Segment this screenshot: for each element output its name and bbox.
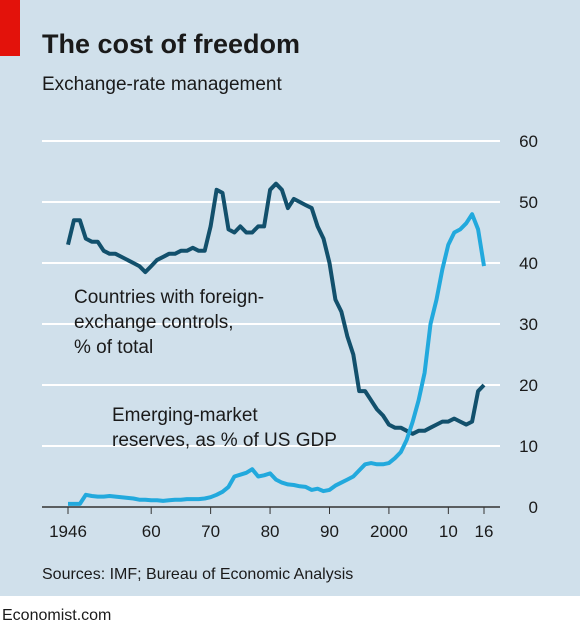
y-tick-label: 20 [519, 376, 538, 395]
footer: Economist.com [2, 607, 111, 624]
y-tick-label: 30 [519, 315, 538, 334]
y-tick-label: 50 [519, 193, 538, 212]
annotation: reserves, as % of US GDP [112, 430, 337, 451]
annotation: Countries with foreign- [74, 287, 264, 308]
series-line [68, 212, 486, 506]
x-tick-label: 70 [201, 522, 220, 541]
chart-title: The cost of freedom [42, 29, 300, 59]
annotation: Emerging-market [112, 405, 258, 426]
x-tick-label: 10 [439, 522, 458, 541]
x-tick-label: 60 [142, 522, 161, 541]
series-line [66, 181, 486, 436]
y-tick-label: 0 [529, 498, 538, 517]
x-tick-label: 16 [475, 522, 494, 541]
y-tick-label: 40 [519, 254, 538, 273]
y-tick-label: 60 [519, 132, 538, 151]
annotation: exchange controls, [74, 312, 234, 333]
chart-subtitle: Exchange-rate management [42, 74, 282, 95]
x-tick-label: 90 [320, 522, 339, 541]
red-tag [0, 0, 20, 56]
x-tick-label: 1946 [49, 522, 87, 541]
annotation: % of total [74, 337, 153, 358]
source: Sources: IMF; Bureau of Economic Analysi… [42, 566, 353, 583]
x-tick-label: 80 [261, 522, 280, 541]
x-tick-label: 2000 [370, 522, 408, 541]
y-tick-label: 10 [519, 437, 538, 456]
